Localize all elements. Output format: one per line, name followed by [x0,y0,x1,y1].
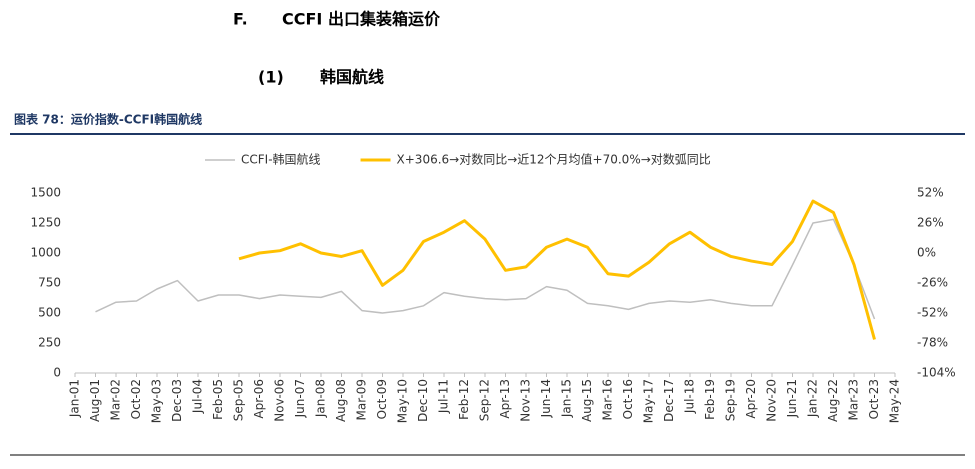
x-tick-label: Mar-23 [847,379,861,420]
y2-tick-label: 0% [917,246,936,260]
section-title: CCFI 出口集装箱运价 [282,10,441,29]
y2-tick-label: 52% [917,186,944,200]
x-tick-label: Jun-07 [293,379,307,418]
y-tick-label: 1250 [30,216,61,230]
x-tick-label: Nov-20 [765,379,779,422]
x-tick-label: Sep-12 [478,379,492,421]
x-tick-label: Dec-10 [416,379,430,422]
x-tick-label: May-17 [642,379,656,423]
x-tick-label: Aug-08 [334,379,348,422]
x-tick-label: Jun-21 [785,379,799,418]
figure-title: 图表 78：运价指数-CCFI韩国航线 [14,112,202,127]
y-tick-label: 500 [38,306,61,320]
x-tick-label: Nov-06 [273,379,287,422]
x-tick-label: May-03 [150,379,164,423]
x-tick-label: Jan-15 [560,379,574,418]
legend-label: CCFI-韩国航线 [241,152,321,167]
x-tick-label: Jan-01 [68,379,82,418]
y-tick-label: 250 [38,336,61,350]
y-tick-label: 1000 [30,246,61,260]
sub-number: (1) [258,68,284,87]
series-line [95,218,876,320]
x-tick-label: Nov-13 [519,379,533,422]
x-tick-label: Apr-13 [498,379,512,419]
y-tick-label: 750 [38,276,61,290]
x-tick-label: Feb-12 [457,379,471,420]
x-tick-label: Jul-04 [191,379,205,414]
x-tick-label: Aug-22 [826,379,840,422]
series-line [238,199,876,340]
x-tick-label: Jul-18 [683,379,697,414]
x-tick-label: May-24 [888,379,902,423]
x-tick-label: Jan-22 [806,379,820,418]
x-tick-label: Sep-05 [232,379,246,421]
x-tick-label: Aug-15 [580,379,594,422]
x-tick-label: Mar-09 [355,379,369,420]
legend-label: X+306.6→对数同比→近12个月均值+70.0%→对数弧同比 [397,152,711,167]
y2-tick-label: 26% [917,216,944,230]
y2-tick-label: -78% [917,336,948,350]
x-tick-label: May-10 [396,379,410,423]
section-number: F. [233,10,248,29]
x-tick-label: Dec-03 [170,379,184,422]
y2-tick-label: -104% [917,366,956,380]
x-tick-label: Sep-19 [724,379,738,421]
x-tick-label: Oct-09 [375,379,389,419]
y2-tick-label: -52% [917,306,948,320]
x-tick-label: Apr-06 [252,379,266,419]
x-tick-label: Oct-02 [129,379,143,419]
y-tick-label: 0 [53,366,61,380]
sub-title: 韩国航线 [320,68,384,87]
x-tick-label: Apr-20 [744,379,758,419]
x-tick-label: Mar-02 [109,379,123,420]
x-tick-label: Dec-17 [662,379,676,422]
y-tick-label: 1500 [30,186,61,200]
x-tick-label: Jul-11 [437,379,451,414]
y2-tick-label: -26% [917,276,948,290]
x-tick-label: Oct-23 [867,379,881,419]
x-tick-label: Jan-08 [314,379,328,418]
x-tick-label: Aug-01 [88,379,102,422]
x-tick-label: Feb-05 [211,379,225,420]
x-tick-label: Jun-14 [539,379,553,418]
x-tick-label: Mar-16 [601,379,615,420]
x-tick-label: Feb-19 [703,379,717,420]
x-tick-label: Oct-16 [621,379,635,419]
